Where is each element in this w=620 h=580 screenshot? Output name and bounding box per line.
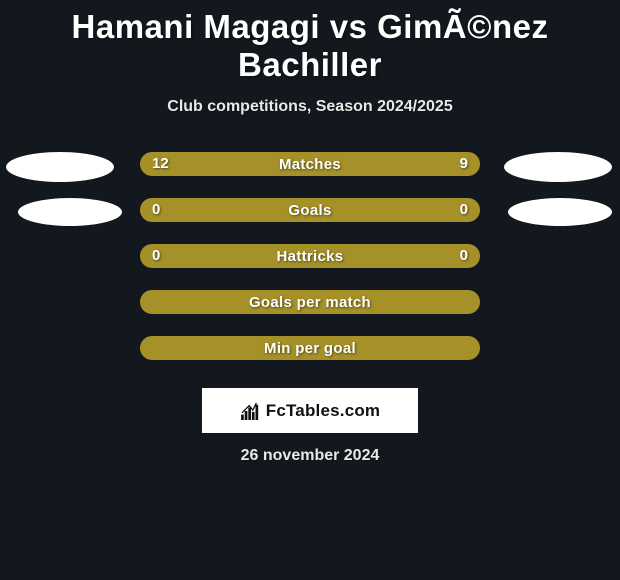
- stat-bar: 0 Goals 0: [140, 198, 480, 222]
- stat-value-right: 0: [460, 244, 468, 268]
- player-avatar-left: [6, 152, 114, 182]
- stat-row: Min per goal: [0, 336, 620, 382]
- stat-row: 12 Matches 9: [0, 152, 620, 198]
- stat-label: Goals per match: [249, 294, 371, 311]
- stat-row: 0 Hattricks 0: [0, 244, 620, 290]
- stat-value-left: 0: [152, 198, 160, 222]
- stat-label: Goals: [288, 202, 331, 219]
- stat-row: 0 Goals 0: [0, 198, 620, 244]
- date-label: 26 november 2024: [0, 447, 620, 465]
- stat-bar: Min per goal: [140, 336, 480, 360]
- stat-bar: Goals per match: [140, 290, 480, 314]
- stat-label: Matches: [279, 156, 341, 173]
- stat-row: Goals per match: [0, 290, 620, 336]
- stat-value-right: 0: [460, 198, 468, 222]
- stat-value-left: 12: [152, 152, 169, 176]
- logo-box[interactable]: FcTables.com: [202, 388, 418, 433]
- player-avatar-left: [18, 198, 122, 226]
- page-title: Hamani Magagi vs GimÃ©nez Bachiller: [0, 8, 620, 84]
- stat-value-right: 9: [460, 152, 468, 176]
- subtitle: Club competitions, Season 2024/2025: [0, 98, 620, 116]
- bars-icon: [240, 402, 262, 420]
- stat-bar: 0 Hattricks 0: [140, 244, 480, 268]
- stat-value-left: 0: [152, 244, 160, 268]
- stats-list: 12 Matches 9 0 Goals 0 0 Hattricks 0 Goals per ma…: [0, 152, 620, 382]
- player-avatar-right: [508, 198, 612, 226]
- stat-bar: 12 Matches 9: [140, 152, 480, 176]
- stat-label: Hattricks: [277, 248, 344, 265]
- stat-label: Min per goal: [264, 340, 356, 357]
- logo-text: FcTables.com: [266, 401, 381, 421]
- player-avatar-right: [504, 152, 612, 182]
